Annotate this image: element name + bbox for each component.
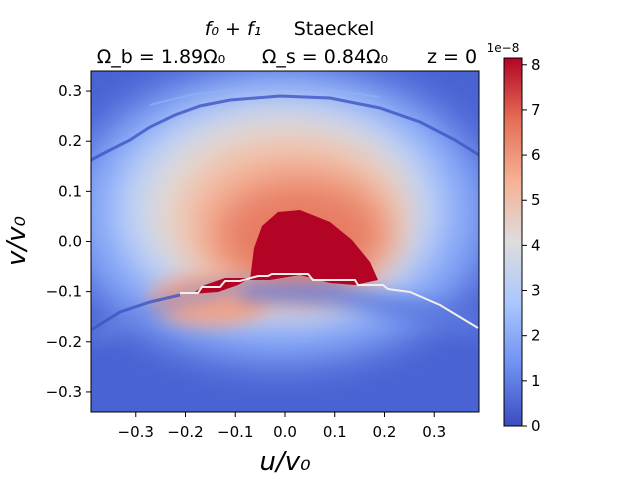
colorbar-tick-label: 0	[531, 417, 541, 435]
y-tick-label: 0.3	[58, 82, 82, 100]
colorbar-tick-label: 3	[531, 282, 541, 300]
colorbar: 0 1 2 3 4 5 6 7 8 1e−8	[487, 41, 541, 435]
y-axis-label: v/v₀	[2, 215, 32, 266]
x-tick-label: 0.0	[273, 423, 297, 441]
heatmap-upper-arc-edge	[91, 94, 479, 162]
colorbar-tick-label: 8	[531, 56, 541, 74]
heatmap-discontinuity	[180, 273, 479, 329]
colorbar-gradient	[504, 58, 522, 426]
heatmap-lower-left-edge	[91, 293, 181, 332]
colorbar-tick-label: 4	[531, 236, 541, 254]
x-axis-label: u/v₀	[259, 447, 311, 477]
colorbar-tick-label: 2	[531, 327, 541, 345]
heatmap	[91, 71, 479, 412]
heatmap-top-arc-edge	[149, 86, 381, 106]
heatmap-lower-right-band	[240, 282, 479, 340]
colorbar-scale-label: 1e−8	[487, 41, 520, 55]
colorbar-ticks: 0 1 2 3 4 5 6 7 8	[522, 56, 541, 435]
title-omega-b: Ω_b = 1.89Ω₀	[97, 46, 226, 68]
y-tick-label: 0.1	[58, 182, 82, 200]
x-tick-label: −0.1	[217, 423, 253, 441]
colorbar-tick-label: 5	[531, 191, 541, 209]
x-tick-label: −0.3	[118, 423, 154, 441]
x-tick-label: 0.1	[323, 423, 347, 441]
y-axis-ticks: 0.3 0.2 0.1 0.0 −0.1 −0.2 −0.3	[46, 82, 91, 401]
y-tick-label: −0.1	[46, 283, 82, 301]
colorbar-tick-label: 6	[531, 146, 541, 164]
x-tick-label: 0.3	[422, 423, 446, 441]
x-tick-label: 0.2	[373, 423, 397, 441]
y-tick-label: 0.2	[58, 132, 82, 150]
title-potential: Staeckel	[294, 18, 375, 40]
title-omega-s: Ω_s = 0.84Ω₀	[262, 46, 388, 68]
y-tick-label: −0.2	[46, 333, 82, 351]
colorbar-frame	[503, 57, 523, 427]
x-axis-ticks: −0.3 −0.2 −0.1 0.0 0.1 0.2 0.3	[118, 412, 446, 441]
title-block: f₀ + f₁ Staeckel Ω_b = 1.89Ω₀ Ω_s = 0.84…	[97, 18, 477, 68]
y-tick-label: −0.3	[46, 383, 82, 401]
heatmap-saturated-core	[250, 210, 378, 285]
colorbar-tick-label: 1	[531, 372, 541, 390]
title-model: f₀ + f₁	[205, 18, 262, 40]
colorbar-tick-label: 7	[531, 101, 541, 119]
y-tick-label: 0.0	[58, 233, 82, 251]
x-tick-label: −0.2	[167, 423, 203, 441]
heatmap-lower-left-band	[91, 280, 240, 345]
title-z: z = 0	[427, 46, 477, 68]
